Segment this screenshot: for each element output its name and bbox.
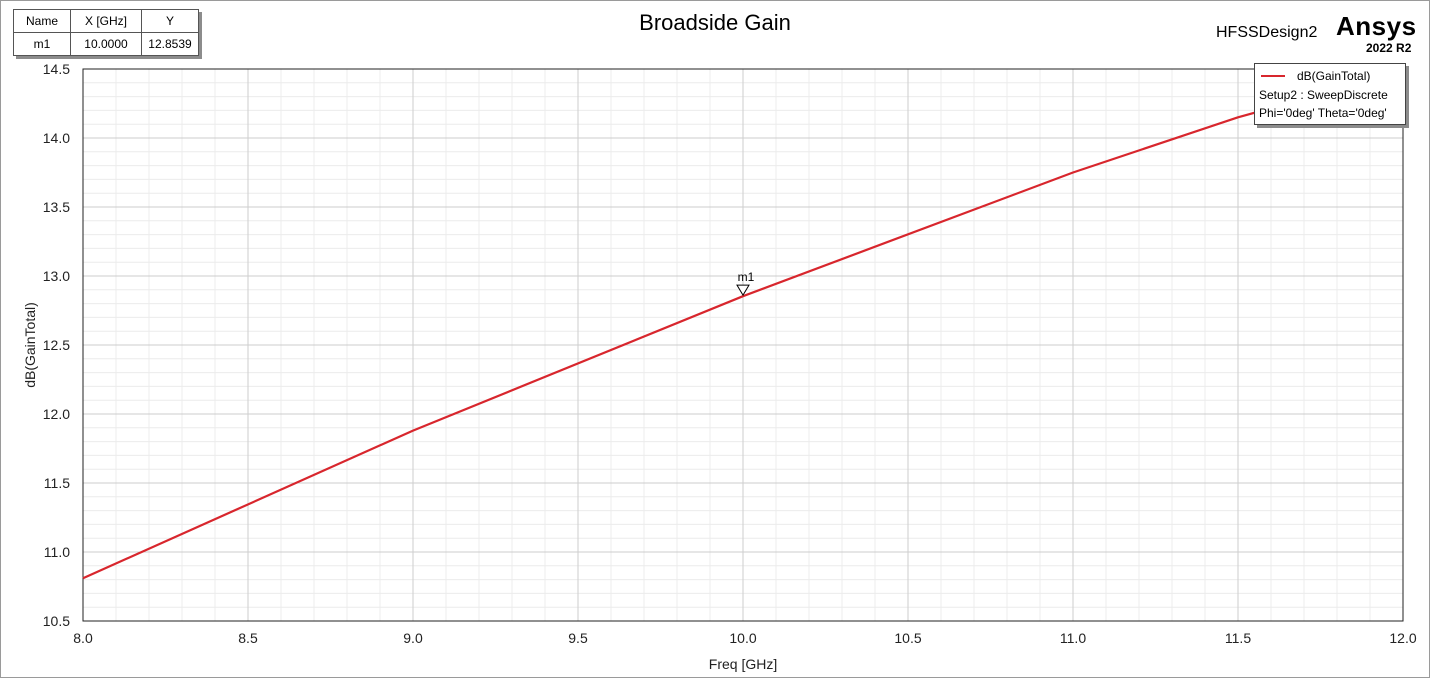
legend-series-name: dB(GainTotal) — [1297, 69, 1371, 83]
x-tick-label: 8.5 — [238, 630, 258, 646]
marker-m1-label: m1 — [738, 270, 755, 284]
marker-table-cell-x: 10.0000 — [70, 32, 142, 56]
design-name: HFSSDesign2 — [1216, 24, 1318, 41]
version-label: 2022 R2 — [1366, 41, 1412, 55]
x-tick-label: 10.0 — [729, 630, 756, 646]
y-tick-label: 10.5 — [43, 613, 70, 629]
legend-variables: Phi='0deg' Theta='0deg' — [1259, 106, 1387, 120]
legend[interactable]: dB(GainTotal) Setup2 : SweepDiscrete Phi… — [1254, 63, 1406, 125]
marker-table-row[interactable]: m1 10.0000 12.8539 — [13, 32, 199, 56]
y-tick-label: 14.5 — [43, 61, 70, 77]
x-tick-label: 9.0 — [403, 630, 423, 646]
x-tick-label: 11.5 — [1225, 630, 1251, 646]
marker-table[interactable]: Name X [GHz] Y m1 10.0000 12.8539 — [13, 9, 199, 56]
y-tick-label: 13.5 — [43, 199, 70, 215]
y-tick-label: 11.0 — [44, 544, 70, 560]
marker-table-header-name: Name — [13, 9, 71, 33]
y-tick-label: 12.5 — [43, 337, 70, 353]
brand-logo: Ansys — [1336, 11, 1417, 41]
y-tick-label: 14.0 — [43, 130, 70, 146]
x-tick-label: 12.0 — [1389, 630, 1416, 646]
y-tick-label: 13.0 — [43, 268, 70, 284]
x-tick-label: 9.5 — [568, 630, 588, 646]
marker-m1-triangle — [736, 284, 750, 297]
legend-series-swatch — [1261, 75, 1285, 77]
plot-area-border — [82, 68, 1404, 622]
chart-title: Broadside Gain — [639, 10, 791, 35]
x-tick-label: 11.0 — [1060, 630, 1086, 646]
x-axis-label: Freq [GHz] — [709, 656, 777, 672]
marker-table-cell-y: 12.8539 — [141, 32, 199, 56]
x-tick-label: 8.0 — [73, 630, 93, 646]
legend-setup: Setup2 : SweepDiscrete — [1259, 88, 1388, 102]
y-tick-label: 11.5 — [44, 475, 70, 491]
y-axis-label: dB(GainTotal) — [22, 302, 38, 388]
y-tick-label: 12.0 — [43, 406, 70, 422]
x-tick-label: 10.5 — [894, 630, 921, 646]
marker-table-cell-name: m1 — [13, 32, 71, 56]
